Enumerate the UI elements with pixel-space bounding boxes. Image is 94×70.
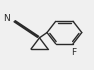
Text: F: F bbox=[71, 48, 77, 57]
Text: N: N bbox=[3, 14, 10, 23]
